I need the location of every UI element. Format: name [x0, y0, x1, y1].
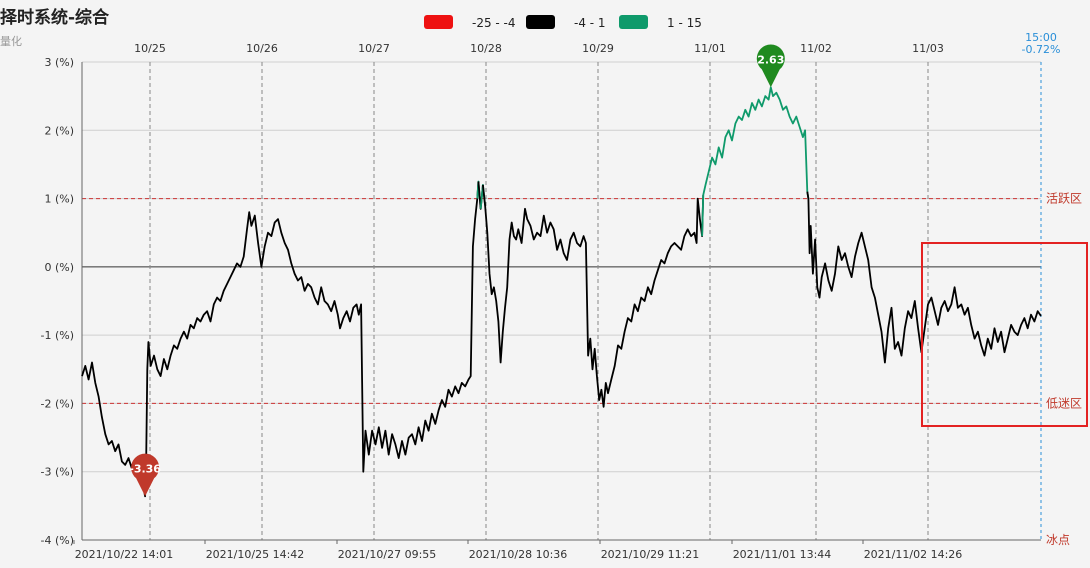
min-marker: -3.36: [129, 453, 161, 497]
legend-swatch: [526, 15, 555, 29]
zone-label: 低迷区: [1046, 396, 1082, 410]
max-marker-label: 2.63: [757, 53, 784, 66]
legend-item[interactable]: 1 - 15: [619, 15, 702, 30]
zone-label: 冰点: [1046, 533, 1070, 547]
series-layer: [81, 86, 1042, 498]
bottom-time-label: 2021/10/22 14:01: [75, 548, 174, 561]
y-tick-label: -3 (%): [41, 466, 75, 479]
legend-swatch: [424, 15, 453, 29]
chart-subtitle: 量化: [0, 35, 22, 48]
top-date-label: 10/28: [470, 42, 502, 55]
max-marker-shape: [756, 44, 785, 88]
series-segment: [701, 86, 810, 237]
legend-label: -4 - 1: [574, 16, 606, 30]
top-date-label: 10/25: [134, 42, 166, 55]
legend-label: 1 - 15: [667, 16, 702, 30]
legend-item[interactable]: -25 - -4: [424, 15, 516, 30]
y-tick-label: 3 (%): [44, 56, 74, 69]
highlight-box: [921, 242, 1088, 427]
bottom-time-label: 2021/10/29 11:21: [601, 548, 700, 561]
bottom-time-label: 2021/10/28 10:36: [469, 548, 568, 561]
bottom-time-label: 2021/11/01 13:44: [733, 548, 832, 561]
marker-layer: -3.36 2.63: [129, 44, 785, 497]
top-date-label: 11/03: [912, 42, 944, 55]
y-axis: 3 (%) 2 (%) 1 (%) 0 (%) -1 (%) -2 (%) -3 (%) -4…: [41, 56, 83, 547]
y-tick-label: 2 (%): [44, 124, 74, 137]
legend-swatch: [619, 15, 648, 29]
legend-label: -25 - -4: [472, 16, 516, 30]
grid-layer: [82, 61, 1042, 541]
min-marker-shape: [131, 453, 160, 497]
series-segment: [482, 184, 705, 408]
y-tick-label: 1 (%): [44, 193, 74, 206]
top-date-label: 10/27: [358, 42, 390, 55]
top-date-label: 10/29: [582, 42, 614, 55]
chart-title: 择时系统-综合: [0, 8, 110, 28]
y-tick-label: -1 (%): [41, 329, 75, 342]
x-axis: 10/25 10/26 10/27 10/28 10/29 11/01 11/02 11/03…: [73, 31, 1061, 561]
y-tick-label: -4 (%): [41, 534, 75, 547]
max-marker: 2.63: [756, 44, 785, 88]
top-date-label: 10/26: [246, 42, 278, 55]
legend[interactable]: -25 - -4 -4 - 1 1 - 15: [424, 15, 702, 30]
y-tick-label: -2 (%): [41, 397, 75, 410]
zone-label: 活跃区: [1046, 192, 1082, 206]
bottom-time-label: 2021/11/02 14:26: [864, 548, 963, 561]
legend-item[interactable]: -4 - 1: [526, 15, 606, 30]
bottom-time-label: 2021/10/27 09:55: [338, 548, 437, 561]
bottom-time-label: 2021/10/25 14:42: [206, 548, 305, 561]
last-value-label: -0.72%: [1022, 43, 1061, 56]
last-time-label: 15:00: [1025, 31, 1057, 44]
top-date-label: 11/02: [800, 42, 832, 55]
series-segment: [81, 181, 480, 498]
top-date-label: 11/01: [694, 42, 726, 55]
min-marker-label: -3.36: [129, 462, 161, 475]
series-segment: [806, 191, 1042, 364]
y-tick-label: 0 (%): [44, 261, 74, 274]
